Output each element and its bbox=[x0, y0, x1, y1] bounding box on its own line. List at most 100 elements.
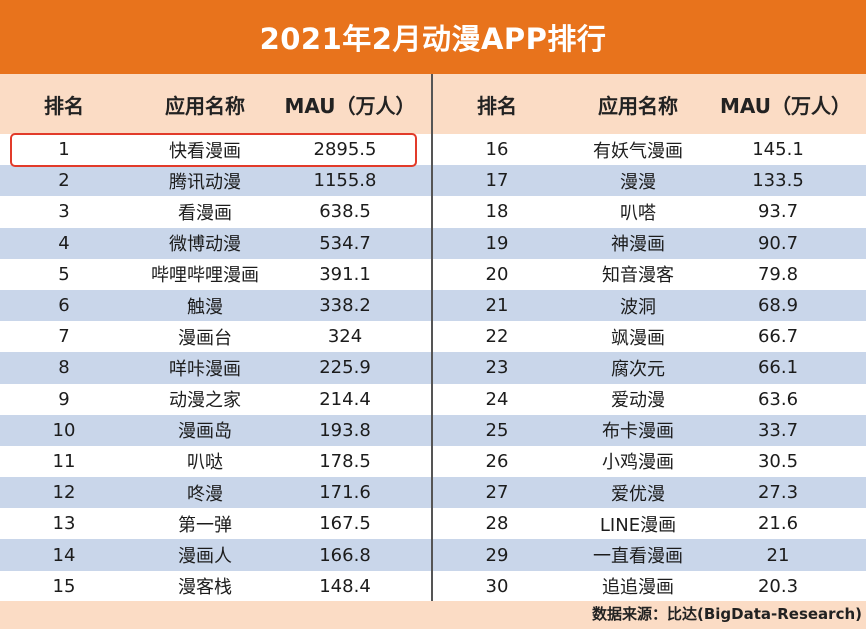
mau-cell: 20.3 bbox=[757, 575, 799, 597]
rank-cell: 12 bbox=[52, 482, 76, 504]
rank-cell: 24 bbox=[485, 388, 509, 410]
mau-cell: 133.5 bbox=[752, 170, 804, 192]
table-row: 16 有妖气漫画 145.1 bbox=[433, 134, 866, 165]
source-note: 数据来源：比达(BigData-Research) bbox=[591, 605, 862, 623]
table-row: 7 漫画台 324 bbox=[0, 321, 433, 352]
top-rank-highlight-box bbox=[10, 133, 417, 167]
mau-cell: 171.6 bbox=[319, 482, 371, 504]
app-name-cell: 微博动漫 bbox=[169, 234, 241, 256]
app-name-cell: 腾讯动漫 bbox=[169, 171, 241, 193]
app-name-cell: 知音漫客 bbox=[602, 265, 674, 287]
app-name-cell: LINE漫画 bbox=[599, 514, 677, 536]
app-name-cell: 波洞 bbox=[620, 296, 656, 318]
header-name-right: 应用名称 bbox=[598, 93, 678, 118]
rank-cell: 11 bbox=[52, 450, 76, 472]
mau-cell: 93.7 bbox=[757, 201, 799, 223]
table-row: 27 爱优漫 27.3 bbox=[433, 477, 866, 509]
mau-cell: 178.5 bbox=[319, 450, 371, 472]
mau-cell: 63.6 bbox=[757, 388, 799, 410]
rank-cell: 10 bbox=[52, 419, 76, 441]
mau-cell: 534.7 bbox=[319, 232, 371, 254]
mau-cell: 166.8 bbox=[319, 544, 371, 566]
mau-cell: 79.8 bbox=[757, 263, 799, 285]
rank-cell: 29 bbox=[485, 544, 509, 566]
app-name-cell: 爱动漫 bbox=[611, 390, 665, 412]
mau-cell: 27.3 bbox=[757, 482, 799, 504]
table-row: 19 神漫画 90.7 bbox=[433, 227, 866, 259]
mau-cell: 21.6 bbox=[757, 513, 799, 535]
app-name-cell: 看漫画 bbox=[178, 202, 232, 224]
table-row: 1 快看漫画 2895.5 bbox=[0, 134, 433, 165]
table-row: 13 第一弹 167.5 bbox=[0, 508, 433, 539]
app-name-cell: 哔哩哔哩漫画 bbox=[151, 265, 259, 287]
app-name-cell: 触漫 bbox=[187, 296, 223, 318]
header-mau-left: MAU（万人） bbox=[284, 93, 416, 118]
rank-cell: 18 bbox=[485, 201, 509, 223]
rank-cell: 21 bbox=[485, 295, 509, 317]
rank-cell: 26 bbox=[485, 450, 509, 472]
rank-cell: 27 bbox=[485, 482, 509, 504]
app-name-cell: 叭嗒 bbox=[620, 202, 656, 224]
mau-cell: 2895.5 bbox=[313, 139, 377, 161]
rank-cell: 16 bbox=[485, 139, 509, 161]
table-row: 6 触漫 338.2 bbox=[0, 289, 433, 322]
column-divider bbox=[431, 74, 433, 601]
app-name-cell: 漫画岛 bbox=[178, 421, 232, 443]
table-row: 10 漫画岛 193.8 bbox=[0, 414, 433, 446]
mau-cell: 1155.8 bbox=[313, 170, 377, 192]
app-name-cell: 神漫画 bbox=[611, 234, 665, 256]
rank-cell: 17 bbox=[485, 170, 509, 192]
mau-cell: 66.7 bbox=[757, 326, 799, 348]
table-row: 22 飒漫画 66.7 bbox=[433, 321, 866, 352]
rank-cell: 14 bbox=[52, 544, 76, 566]
app-name-cell: 爱优漫 bbox=[611, 483, 665, 505]
app-name-cell: 飒漫画 bbox=[611, 327, 665, 349]
mau-cell: 193.8 bbox=[319, 419, 371, 441]
table-header-row bbox=[0, 74, 866, 134]
table-right-panel: 16 有妖气漫画 145.1 17 漫漫 133.5 18 叭嗒 93.7 19 神漫画 90.7 20… bbox=[433, 134, 866, 602]
app-name-cell: 漫漫 bbox=[620, 171, 656, 193]
rank-cell: 19 bbox=[485, 232, 509, 254]
table-row: 20 知音漫客 79.8 bbox=[433, 259, 866, 290]
app-name-cell: 追追漫画 bbox=[602, 577, 674, 599]
header-mau-right: MAU（万人） bbox=[719, 93, 851, 118]
rank-cell: 5 bbox=[58, 263, 70, 285]
app-name-cell: 有妖气漫画 bbox=[593, 140, 683, 162]
table-row: 3 看漫画 638.5 bbox=[0, 196, 433, 227]
mau-cell: 638.5 bbox=[319, 201, 371, 223]
app-name-cell: 一直看漫画 bbox=[593, 546, 683, 568]
app-name-cell: 腐次元 bbox=[611, 358, 665, 380]
rank-cell: 25 bbox=[485, 419, 509, 441]
rank-cell: 30 bbox=[485, 575, 509, 597]
header-rank-left: 排名 bbox=[44, 93, 84, 118]
table-row: 18 叭嗒 93.7 bbox=[433, 196, 866, 227]
mau-cell: 338.2 bbox=[319, 295, 371, 317]
app-name-cell: 漫画人 bbox=[178, 546, 232, 568]
app-name-cell: 咚漫 bbox=[187, 483, 223, 505]
table-row: 26 小鸡漫画 30.5 bbox=[433, 446, 866, 477]
app-name-cell: 叭哒 bbox=[187, 452, 223, 474]
table-row: 28 LINE漫画 21.6 bbox=[433, 508, 866, 539]
mau-cell: 30.5 bbox=[757, 450, 799, 472]
mau-cell: 167.5 bbox=[319, 513, 371, 535]
table-row: 24 爱动漫 63.6 bbox=[433, 384, 866, 415]
mau-cell: 324 bbox=[327, 326, 363, 348]
table-row: 15 漫客栈 148.4 bbox=[0, 571, 433, 602]
title-bar: 2021年2月动漫APP排行 bbox=[0, 0, 866, 74]
mau-cell: 145.1 bbox=[752, 139, 804, 161]
app-name-cell: 漫画台 bbox=[178, 327, 232, 349]
rank-cell: 6 bbox=[58, 295, 70, 317]
table-row: 8 咩咔漫画 225.9 bbox=[0, 352, 433, 384]
app-name-cell: 小鸡漫画 bbox=[602, 452, 674, 474]
rank-cell: 1 bbox=[58, 139, 70, 161]
mau-cell: 21 bbox=[766, 544, 790, 566]
table-row: 30 追追漫画 20.3 bbox=[433, 571, 866, 602]
mau-cell: 90.7 bbox=[757, 232, 799, 254]
rank-cell: 4 bbox=[58, 232, 70, 254]
table-row: 29 一直看漫画 21 bbox=[433, 539, 866, 571]
rank-cell: 23 bbox=[485, 357, 509, 379]
table-row: 12 咚漫 171.6 bbox=[0, 477, 433, 509]
table-row: 4 微博动漫 534.7 bbox=[0, 227, 433, 259]
mau-cell: 148.4 bbox=[319, 575, 371, 597]
mau-cell: 391.1 bbox=[319, 263, 371, 285]
